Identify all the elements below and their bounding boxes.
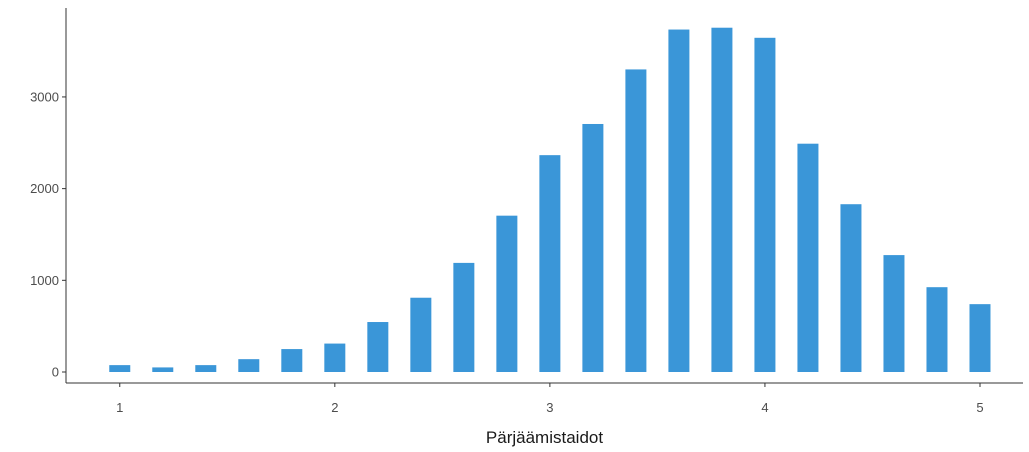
bar	[625, 69, 647, 372]
bar	[539, 155, 561, 372]
x-axis-ticks: 1 2 3 4 5	[116, 383, 984, 415]
x-tick-label: 2	[331, 400, 338, 415]
bar	[883, 255, 905, 372]
bar	[711, 27, 733, 372]
bar	[797, 143, 819, 372]
x-tick-label: 5	[976, 400, 983, 415]
y-tick-label: 3000	[30, 89, 59, 104]
bar	[367, 322, 389, 372]
bar	[152, 367, 174, 372]
x-tick-label: 4	[761, 400, 768, 415]
x-tick-label: 1	[116, 400, 123, 415]
bar	[582, 123, 604, 372]
bar	[840, 204, 862, 372]
bar	[324, 343, 346, 372]
bar	[281, 349, 303, 372]
bar	[453, 262, 475, 372]
bar	[109, 365, 131, 372]
bar	[969, 304, 991, 372]
bar	[195, 365, 217, 372]
bar	[668, 29, 690, 372]
bars-group	[109, 27, 991, 372]
x-axis-title: Pärjäämistaidot	[486, 428, 603, 447]
x-tick-label: 3	[546, 400, 553, 415]
bar	[410, 297, 432, 372]
bar	[496, 215, 518, 372]
bar	[238, 359, 260, 372]
bar	[926, 287, 948, 372]
bar	[754, 37, 776, 372]
y-axis-ticks: 0 1000 2000 3000	[30, 89, 66, 379]
y-tick-label: 2000	[30, 181, 59, 196]
y-tick-label: 1000	[30, 273, 59, 288]
y-tick-label: 0	[52, 364, 59, 379]
